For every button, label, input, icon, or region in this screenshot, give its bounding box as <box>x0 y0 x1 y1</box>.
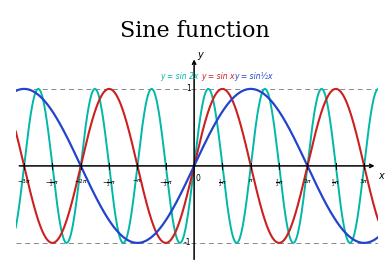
Text: 0: 0 <box>195 174 200 183</box>
Text: $-2\pi$: $-2\pi$ <box>74 177 88 185</box>
Text: y = sin x: y = sin x <box>201 72 234 81</box>
Text: y = sin 2x: y = sin 2x <box>160 72 199 81</box>
Text: $\frac{5}{2}\pi$: $\frac{5}{2}\pi$ <box>332 177 340 188</box>
Text: $\pi$: $\pi$ <box>248 177 254 184</box>
Text: $\frac{3}{2}\pi$: $\frac{3}{2}\pi$ <box>275 177 284 188</box>
Text: $-3\pi$: $-3\pi$ <box>17 177 31 185</box>
Text: $\frac{1}{2}\pi$: $\frac{1}{2}\pi$ <box>218 177 227 188</box>
Text: $-\frac{5}{2}\pi$: $-\frac{5}{2}\pi$ <box>46 177 59 188</box>
Text: y: y <box>197 50 202 60</box>
Text: $-\frac{3}{2}\pi$: $-\frac{3}{2}\pi$ <box>102 177 116 188</box>
Text: x: x <box>378 171 384 181</box>
Text: $3\pi$: $3\pi$ <box>360 177 369 185</box>
Text: 1: 1 <box>186 84 191 94</box>
Text: $2\pi$: $2\pi$ <box>303 177 312 185</box>
Text: y = sin½x: y = sin½x <box>234 72 272 81</box>
Text: -1: -1 <box>183 238 191 248</box>
Text: $-\pi$: $-\pi$ <box>132 177 143 184</box>
Text: Sine function: Sine function <box>120 20 270 42</box>
Text: $-\frac{1}{2}\pi$: $-\frac{1}{2}\pi$ <box>159 177 173 188</box>
